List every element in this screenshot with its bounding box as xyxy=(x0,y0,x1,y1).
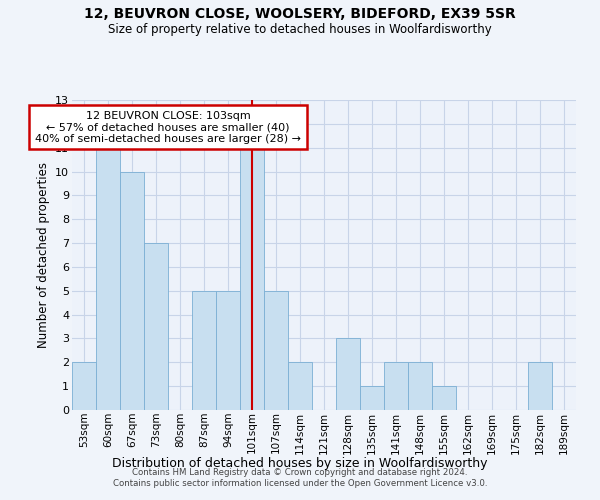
Bar xyxy=(528,362,552,410)
Bar xyxy=(288,362,312,410)
Text: Contains HM Land Registry data © Crown copyright and database right 2024.
Contai: Contains HM Land Registry data © Crown c… xyxy=(113,468,487,487)
Bar xyxy=(240,148,264,410)
Bar xyxy=(96,148,120,410)
Text: Size of property relative to detached houses in Woolfardisworthy: Size of property relative to detached ho… xyxy=(108,22,492,36)
Text: 12 BEUVRON CLOSE: 103sqm
← 57% of detached houses are smaller (40)
40% of semi-d: 12 BEUVRON CLOSE: 103sqm ← 57% of detach… xyxy=(35,110,301,144)
Bar xyxy=(432,386,456,410)
Bar xyxy=(72,362,96,410)
Bar xyxy=(360,386,384,410)
Bar xyxy=(264,291,288,410)
Bar xyxy=(216,291,240,410)
Y-axis label: Number of detached properties: Number of detached properties xyxy=(37,162,50,348)
Bar xyxy=(336,338,360,410)
Bar xyxy=(384,362,408,410)
Text: Distribution of detached houses by size in Woolfardisworthy: Distribution of detached houses by size … xyxy=(112,457,488,470)
Bar xyxy=(144,243,168,410)
Bar xyxy=(408,362,432,410)
Bar xyxy=(192,291,216,410)
Bar xyxy=(120,172,144,410)
Text: 12, BEUVRON CLOSE, WOOLSERY, BIDEFORD, EX39 5SR: 12, BEUVRON CLOSE, WOOLSERY, BIDEFORD, E… xyxy=(84,8,516,22)
